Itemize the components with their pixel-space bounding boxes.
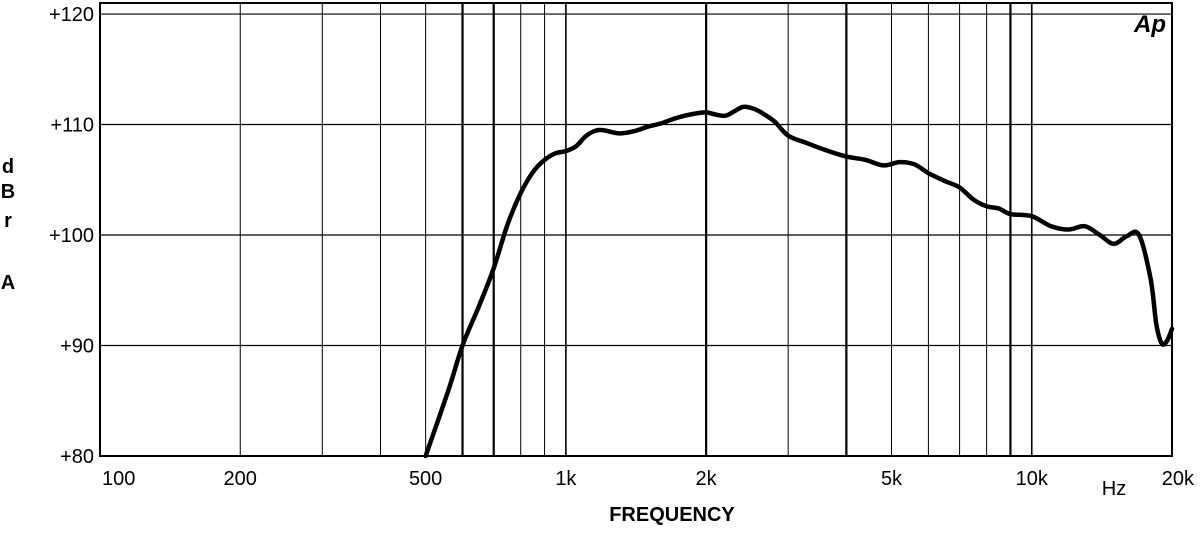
plot-frame: [99, 2, 1173, 457]
x-axis-unit: Hz: [1102, 478, 1126, 500]
x-tick-label: 20k: [1162, 468, 1195, 490]
y-axis-label-char: B: [1, 181, 15, 203]
plot-series: [423, 104, 1175, 459]
x-tick-label: 5k: [881, 468, 903, 490]
y-tick-label: +110: [50, 115, 94, 137]
y-tick-label: +120: [49, 4, 94, 26]
grid: [99, 2, 1173, 457]
x-axis-label: FREQUENCY: [609, 504, 735, 526]
x-tick-label: 500: [409, 468, 442, 490]
ap-logo: Ap: [1133, 11, 1166, 38]
x-tick-label: 10k: [1016, 468, 1049, 490]
y-tick-label: +80: [60, 446, 94, 468]
y-tick-labels: +80 +90 +100 +110 +120: [49, 4, 94, 468]
x-tick-label: 200: [224, 468, 257, 490]
x-tick-label: 2k: [696, 468, 718, 490]
y-tick-label: +100: [49, 225, 94, 247]
y-tick-label: +90: [60, 336, 94, 358]
y-axis-label-char: r: [4, 210, 12, 232]
x-tick-label: 1k: [555, 468, 577, 490]
y-axis-label: d B r A: [1, 156, 15, 294]
x-tick-labels: 100 200 500 1k 2k 5k 10k 20k: [102, 468, 1195, 490]
x-tick-label: 100: [102, 468, 135, 490]
response-curve-line: [423, 104, 1175, 459]
y-axis-label-char: d: [2, 156, 14, 178]
y-axis-label-char: A: [1, 272, 15, 294]
